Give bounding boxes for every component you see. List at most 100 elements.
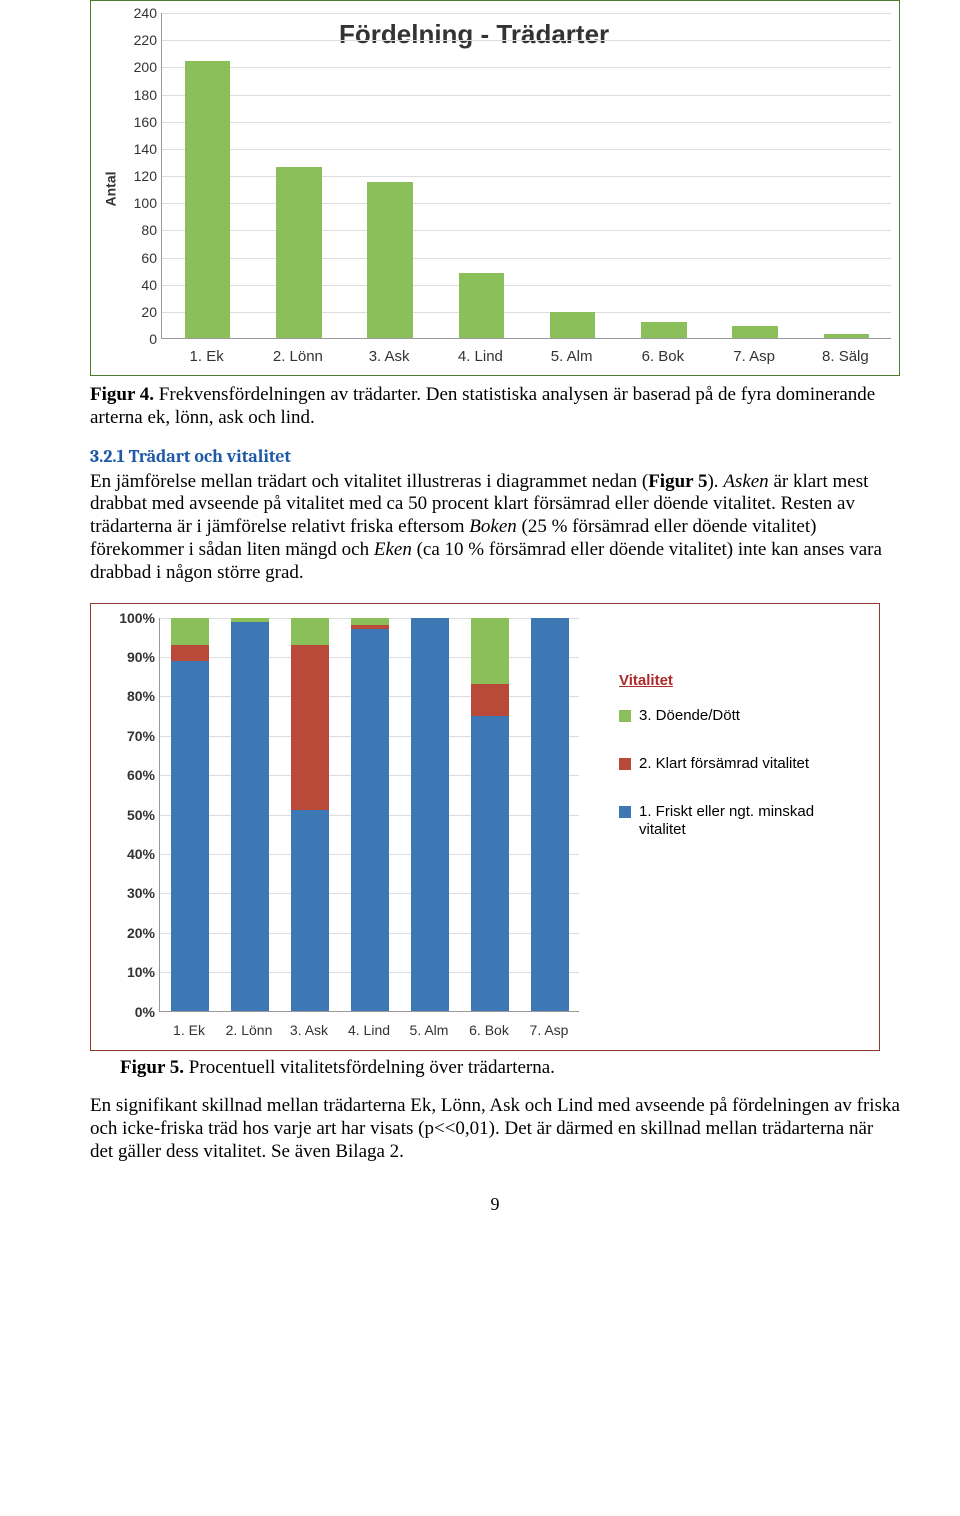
chart1-gridline xyxy=(162,176,891,177)
chart1-ytick: 0 xyxy=(127,331,157,347)
chart2-segment xyxy=(171,661,209,1011)
chart1-ytick: 120 xyxy=(127,168,157,184)
chart1-ytick: 140 xyxy=(127,141,157,157)
chart1: Fördelning - Trädarter Antal 02040608010… xyxy=(99,9,891,369)
chart2-segment xyxy=(471,684,509,715)
chart1-bar xyxy=(367,182,413,338)
chart1-ytick: 160 xyxy=(127,114,157,130)
legend-swatch xyxy=(619,710,631,722)
chart2-container: 0%10%20%30%40%50%60%70%80%90%100% 1. Ek2… xyxy=(90,603,880,1051)
chart1-xtick: 2. Lönn xyxy=(273,348,323,365)
chart1-ytick: 80 xyxy=(127,222,157,238)
page-number: 9 xyxy=(90,1194,900,1215)
figure4-caption: Figur 4. Frekvensfördelningen av trädart… xyxy=(90,384,900,430)
section-heading: 3.2.1 Trädart och vitalitet xyxy=(90,446,900,467)
chart2-bar xyxy=(471,618,509,1011)
chart1-gridline xyxy=(162,230,891,231)
chart2-segment xyxy=(291,618,329,646)
figure4-label: Figur 4. xyxy=(90,384,154,405)
chart2-legend-item: 3. Döende/Dött xyxy=(619,707,849,725)
chart1-plot xyxy=(161,13,891,339)
chart2-ytick: 40% xyxy=(111,846,155,862)
figure5-caption: Figur 5. Procentuell vitalitetsfördelnin… xyxy=(120,1057,900,1080)
chart1-bar xyxy=(550,312,596,338)
chart1-xtick: 8. Sälg xyxy=(822,348,869,365)
chart2-bar xyxy=(531,618,569,1011)
chart1-ytick: 220 xyxy=(127,32,157,48)
figure4-text: Frekvensfördelningen av trädarter. Den s… xyxy=(90,384,875,428)
chart2-ytick: 30% xyxy=(111,885,155,901)
chart1-gridline xyxy=(162,258,891,259)
chart1-bar xyxy=(641,322,687,338)
chart1-bar xyxy=(459,273,505,338)
chart2-xtick: 2. Lönn xyxy=(226,1022,273,1038)
chart1-container: Fördelning - Trädarter Antal 02040608010… xyxy=(90,0,900,376)
legend-swatch xyxy=(619,758,631,770)
chart2-segment xyxy=(351,618,389,626)
chart1-gridline xyxy=(162,285,891,286)
chart1-gridline xyxy=(162,149,891,150)
chart2-ytick: 100% xyxy=(111,610,155,626)
chart2-legend-title: Vitalitet xyxy=(619,672,849,689)
chart1-xtick: 4. Lind xyxy=(458,348,503,365)
legend-label: 1. Friskt eller ngt. minskad vitalitet xyxy=(639,803,849,839)
chart2-xtick: 7. Asp xyxy=(530,1022,569,1038)
chart2-plot xyxy=(159,618,579,1012)
legend-label: 2. Klart försämrad vitalitet xyxy=(639,755,809,773)
chart2-segment xyxy=(291,645,329,810)
chart2-ytick: 80% xyxy=(111,688,155,704)
chart2-segment xyxy=(291,810,329,1010)
chart2-segment xyxy=(171,618,209,646)
chart2-segment xyxy=(471,716,509,1011)
chart2-ytick: 70% xyxy=(111,728,155,744)
chart2-bar xyxy=(351,618,389,1011)
chart1-xtick: 1. Ek xyxy=(190,348,224,365)
chart2-legend-item: 2. Klart försämrad vitalitet xyxy=(619,755,849,773)
chart2-ytick: 50% xyxy=(111,807,155,823)
chart2-segment xyxy=(231,622,269,1011)
paragraph-1: En jämförelse mellan trädart och vitalit… xyxy=(90,471,900,585)
chart2: 0%10%20%30%40%50%60%70%80%90%100% 1. Ek2… xyxy=(99,612,871,1042)
chart2-ytick: 90% xyxy=(111,649,155,665)
chart1-gridline xyxy=(162,122,891,123)
figure5-label: Figur 5. xyxy=(120,1057,184,1078)
chart1-bar xyxy=(185,61,231,338)
chart2-segment xyxy=(351,629,389,1010)
chart1-xtick: 7. Asp xyxy=(733,348,775,365)
legend-label: 3. Döende/Dött xyxy=(639,707,740,725)
chart1-ytick: 40 xyxy=(127,277,157,293)
chart2-xtick: 5. Alm xyxy=(410,1022,449,1038)
chart1-ytick: 200 xyxy=(127,59,157,75)
chart1-bar xyxy=(276,167,322,338)
chart1-xtick: 6. Bok xyxy=(642,348,685,365)
figure5-text: Procentuell vitalitetsfördelning över tr… xyxy=(184,1057,555,1078)
chart2-bar xyxy=(171,618,209,1011)
chart1-ytick: 100 xyxy=(127,195,157,211)
chart1-gridline xyxy=(162,67,891,68)
chart2-xtick: 6. Bok xyxy=(469,1022,509,1038)
chart1-gridline xyxy=(162,95,891,96)
chart2-legend: Vitalitet 3. Döende/Dött 2. Klart försämr… xyxy=(619,672,849,869)
chart2-bar xyxy=(291,618,329,1011)
chart1-ytick: 60 xyxy=(127,250,157,266)
chart1-ytick: 240 xyxy=(127,5,157,21)
chart1-ytick: 180 xyxy=(127,87,157,103)
chart1-gridline xyxy=(162,40,891,41)
chart2-ytick: 10% xyxy=(111,964,155,980)
chart2-segment xyxy=(171,645,209,661)
chart2-xtick: 4. Lind xyxy=(348,1022,390,1038)
chart2-bar xyxy=(411,618,449,1011)
chart2-ytick: 0% xyxy=(111,1004,155,1020)
chart1-xtick: 5. Alm xyxy=(551,348,593,365)
chart2-segment xyxy=(531,618,569,1011)
chart1-ylabel: Antal xyxy=(103,172,119,207)
chart1-bar xyxy=(824,334,870,338)
legend-swatch xyxy=(619,806,631,818)
chart2-ytick: 20% xyxy=(111,925,155,941)
chart2-segment xyxy=(471,618,509,685)
chart2-ytick: 60% xyxy=(111,767,155,783)
chart2-legend-item: 1. Friskt eller ngt. minskad vitalitet xyxy=(619,803,849,839)
chart2-bar xyxy=(231,618,269,1011)
chart1-gridline xyxy=(162,13,891,14)
paragraph-2: En signifikant skillnad mellan trädarter… xyxy=(90,1095,900,1163)
